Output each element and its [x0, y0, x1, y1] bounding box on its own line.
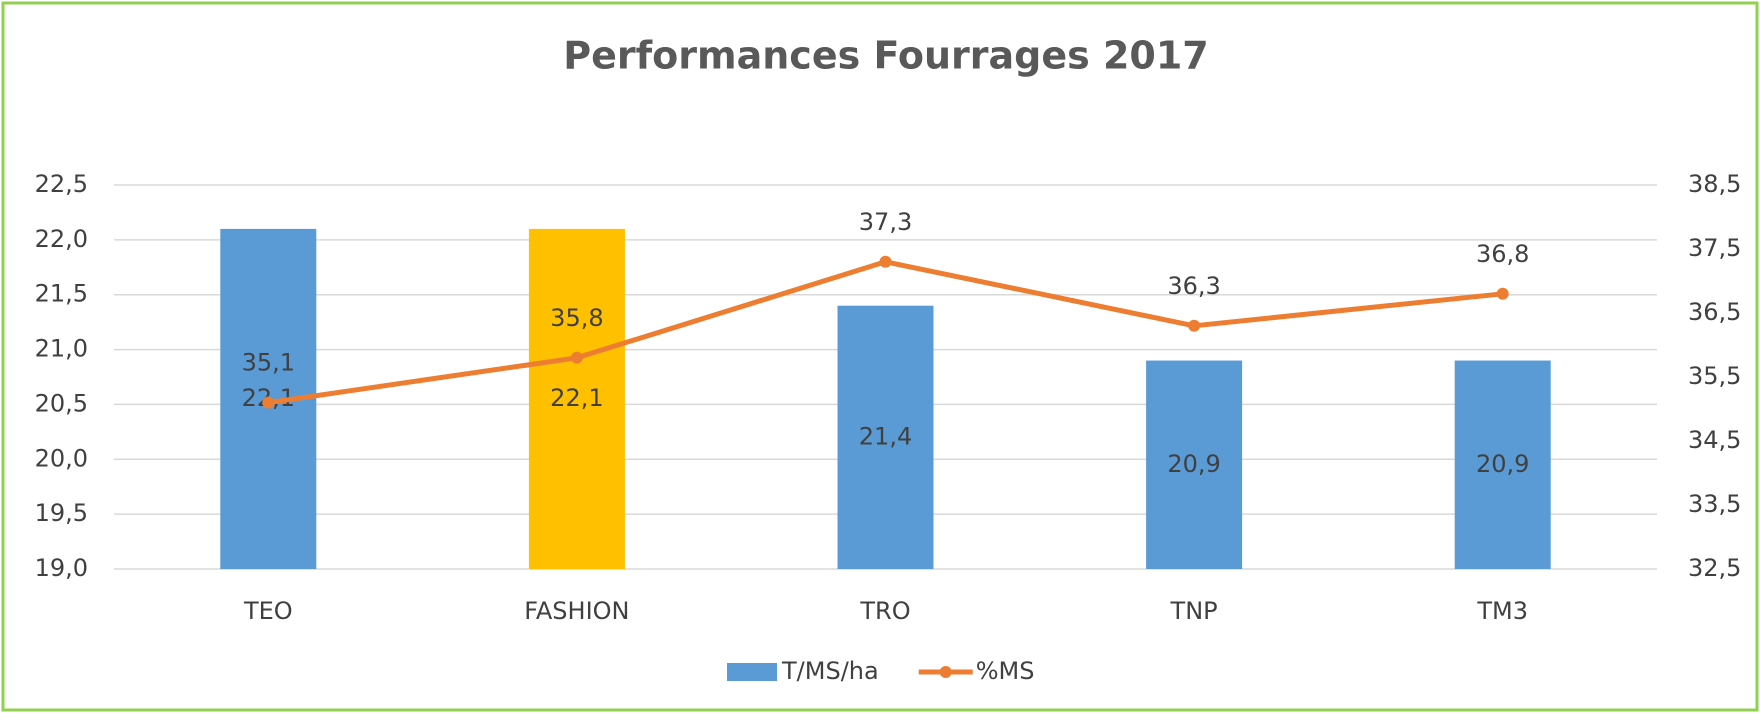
y2-tick-label: 33,5 — [1688, 490, 1741, 518]
y2-tick-label: 37,5 — [1688, 234, 1741, 262]
y-tick-label: 21,0 — [35, 335, 88, 363]
y2-tick-label: 35,5 — [1688, 362, 1741, 390]
data-label: 22,1 — [550, 384, 603, 412]
line-marker — [570, 351, 583, 364]
chart-title: Performances Fourrages 2017 — [563, 34, 1208, 78]
x-tick-label: FASHION — [524, 597, 629, 625]
y2-tick-label: 38,5 — [1688, 170, 1741, 198]
data-label: 36,3 — [1167, 272, 1220, 300]
y2-tick-label: 36,5 — [1688, 298, 1741, 326]
x-tick-label: TNP — [1170, 597, 1218, 625]
data-label: 20,9 — [1476, 450, 1529, 478]
y-tick-label: 22,5 — [35, 170, 88, 198]
data-label: 21,4 — [859, 422, 912, 450]
legend-label: %MS — [976, 657, 1035, 685]
x-tick-label: TM3 — [1476, 597, 1528, 625]
y-tick-label: 22,0 — [35, 225, 88, 253]
y-tick-label: 19,0 — [35, 554, 88, 582]
y-tick-label: 21,5 — [35, 280, 88, 308]
bar — [1454, 360, 1551, 569]
line-marker — [1496, 287, 1509, 300]
data-label: 35,8 — [550, 304, 603, 332]
data-label: 36,8 — [1476, 240, 1529, 268]
x-tick-label: TRO — [859, 597, 910, 625]
y-tick-label: 20,0 — [35, 444, 88, 472]
bar — [837, 305, 934, 569]
y2-tick-label: 32,5 — [1688, 554, 1741, 582]
y2-tick-label: 34,5 — [1688, 426, 1741, 454]
legend-swatch-marker — [939, 666, 952, 678]
y-tick-label: 19,5 — [35, 499, 88, 527]
data-label: 37,3 — [859, 208, 912, 236]
x-tick-label: TEO — [243, 597, 293, 625]
line-marker — [1188, 319, 1201, 332]
data-label: 20,9 — [1167, 450, 1220, 478]
y-tick-label: 20,5 — [35, 389, 88, 417]
data-label: 35,1 — [242, 349, 295, 377]
legend-swatch — [727, 663, 777, 681]
bar — [528, 228, 625, 569]
legend-label: T/MS/ha — [781, 657, 879, 685]
line-marker — [879, 255, 892, 268]
bar — [1146, 360, 1243, 569]
line-marker — [262, 396, 275, 409]
